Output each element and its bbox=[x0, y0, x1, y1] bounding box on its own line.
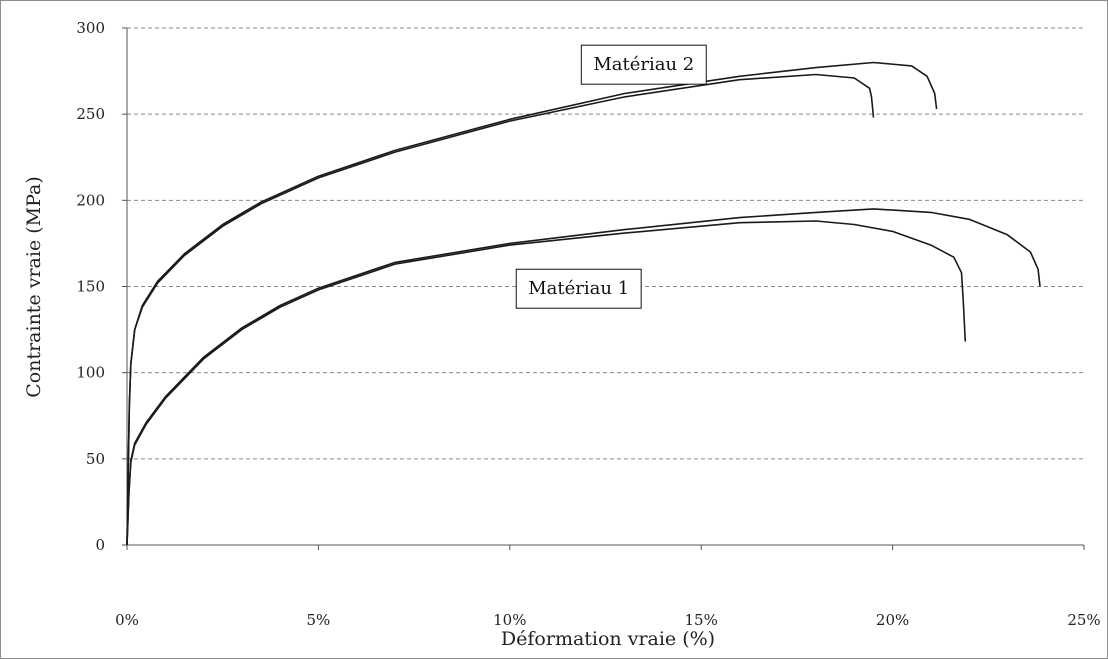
series-curve-2 bbox=[126, 61, 938, 546]
series-curve-3 bbox=[126, 220, 967, 546]
x-tick-label: 20% bbox=[876, 611, 909, 629]
y-axis-title: Contrainte vraie (MPa) bbox=[23, 176, 45, 398]
x-axis-title: Déformation vraie (%) bbox=[501, 628, 715, 650]
gridlines bbox=[127, 27, 1084, 460]
x-tick-label: 15% bbox=[685, 611, 718, 629]
y-tick-label: 200 bbox=[76, 191, 105, 209]
y-tick-label: 100 bbox=[76, 364, 105, 382]
annotation-label: Matériau 1 bbox=[528, 278, 629, 299]
annotation-2: Matériau 1 bbox=[515, 268, 642, 309]
annotations: Matériau 2 Matériau 1 bbox=[515, 44, 707, 309]
annotation-label: Matériau 2 bbox=[593, 54, 694, 75]
series-curve-4 bbox=[126, 208, 1041, 546]
x-tick-label: 5% bbox=[307, 611, 331, 629]
series-group bbox=[126, 61, 1041, 546]
y-tick-label: 0 bbox=[95, 536, 105, 554]
axes: 0 50 100 150 200 250 300 0% 5% 10% 15% 20% 25% bbox=[76, 19, 1100, 629]
annotation-box bbox=[515, 268, 642, 309]
x-tick-label: 0% bbox=[115, 611, 139, 629]
annotation-box bbox=[580, 44, 707, 85]
x-tick-label: 25% bbox=[1067, 611, 1100, 629]
y-tick-label: 150 bbox=[76, 278, 105, 296]
y-tick-label: 50 bbox=[86, 450, 105, 468]
y-tick-label: 300 bbox=[76, 19, 105, 37]
x-tick-label: 10% bbox=[493, 611, 526, 629]
series-curve-1 bbox=[126, 73, 875, 546]
annotation-1: Matériau 2 bbox=[580, 44, 707, 85]
y-tick-label: 250 bbox=[76, 105, 105, 123]
